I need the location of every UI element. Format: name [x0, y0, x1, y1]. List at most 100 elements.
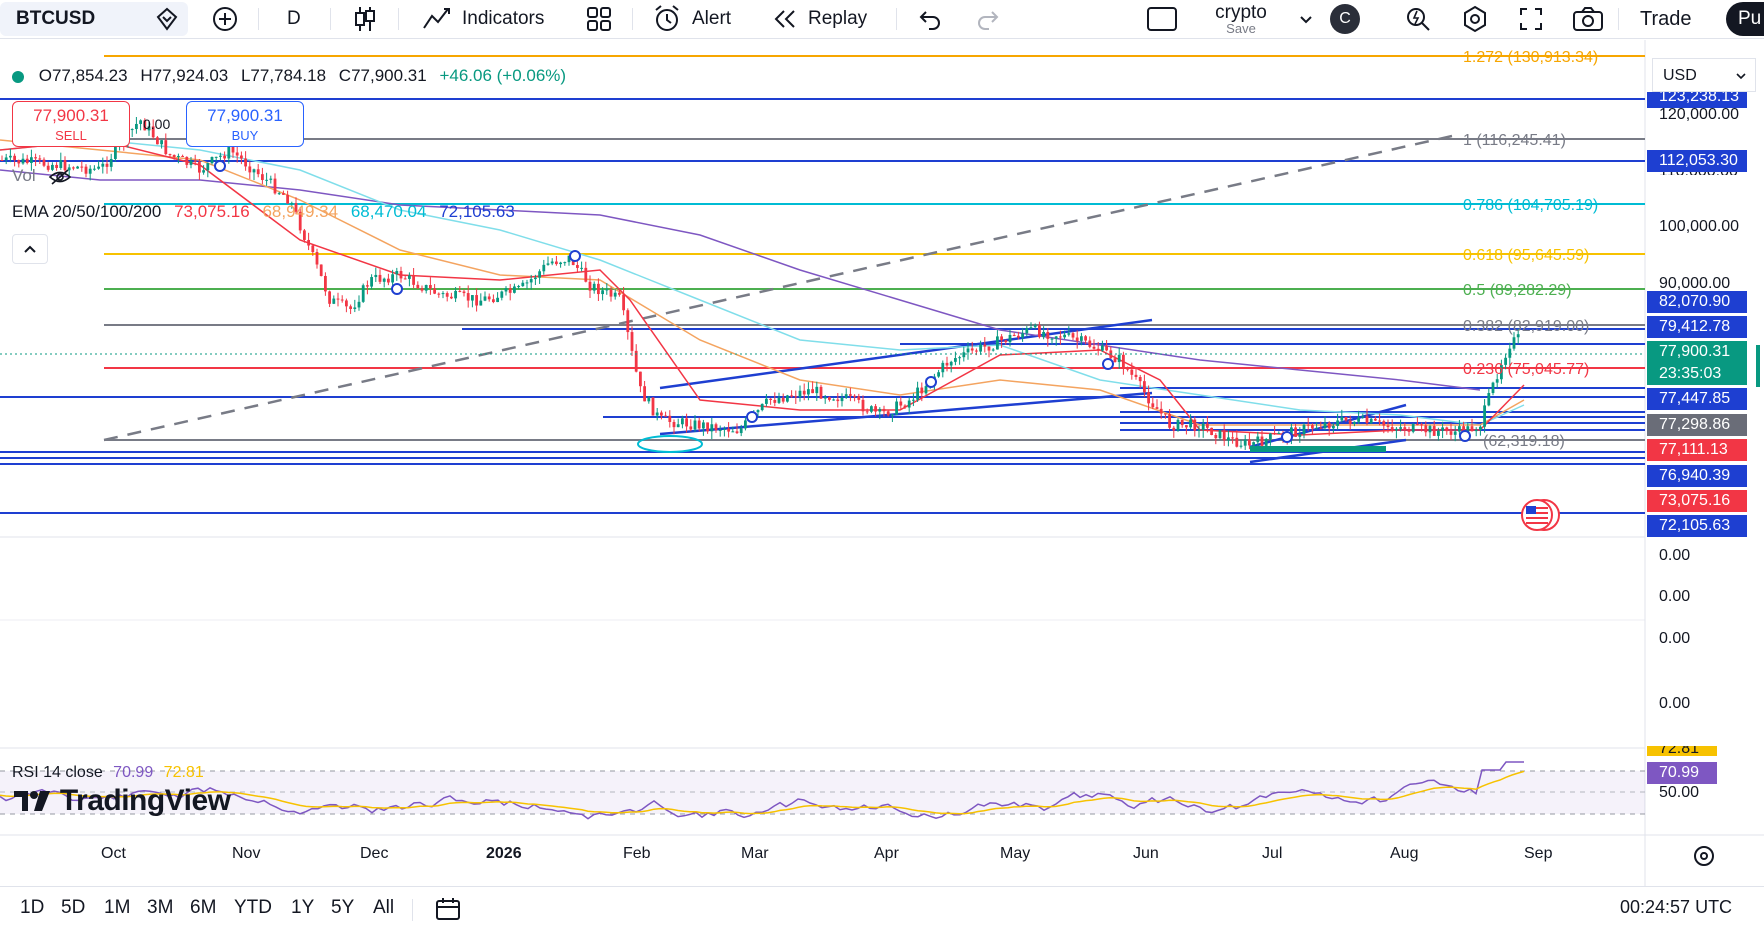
candle-body [441, 293, 445, 295]
range-button-3m[interactable]: 3M [147, 897, 174, 918]
replay-button[interactable]: Replay [772, 0, 867, 38]
rsi-ma-value: 72.81 [163, 764, 204, 781]
price-chart[interactable]: 1.272 (130,913.34) 1 (116,245.41) 0.786 … [0, 40, 1764, 886]
candle-body [1260, 436, 1264, 446]
alert-button[interactable]: Alert [652, 0, 731, 38]
candle-body [1365, 416, 1369, 424]
candle-body [349, 306, 352, 310]
candle-body [1390, 427, 1394, 431]
clock-label[interactable]: 00:24:57 UTC [1620, 897, 1733, 917]
fib-label: (62,319.18) [1483, 433, 1565, 450]
volume-label: Vol [12, 166, 36, 185]
candle-body [794, 396, 798, 398]
candle-body [101, 163, 105, 167]
trade-button[interactable]: Trade [1640, 0, 1692, 38]
candle-body [1113, 358, 1117, 363]
candle-body [1218, 430, 1222, 439]
candle-body [315, 252, 319, 265]
ohlc-low: L77,784.18 [240, 66, 327, 85]
candle-body [513, 286, 516, 293]
candle-body [609, 289, 613, 297]
candle-body [865, 411, 869, 413]
chevron-up-icon [24, 245, 36, 253]
zone-rect[interactable] [1250, 446, 1386, 452]
range-button-all[interactable]: All [373, 897, 395, 918]
candle-body [1411, 424, 1415, 432]
candle-body [1239, 445, 1243, 447]
candle-body [319, 264, 323, 276]
fullscreen-icon[interactable] [1518, 0, 1544, 38]
candle-body [1294, 427, 1297, 437]
candle-body [756, 410, 760, 413]
candle-body [996, 336, 999, 350]
templates-icon[interactable] [585, 0, 613, 38]
candle-body [1147, 392, 1150, 404]
settings-icon[interactable] [1460, 0, 1490, 38]
candle-body [231, 146, 235, 153]
candle-body [374, 274, 378, 278]
collapse-legend-button[interactable] [12, 234, 48, 264]
symbol-search[interactable]: BTCUSD [0, 2, 188, 36]
candle-body [1277, 432, 1281, 434]
candle-body [307, 239, 310, 246]
price-scale-handle[interactable] [1756, 345, 1760, 387]
chart-settings-icon[interactable] [1692, 844, 1716, 873]
redo-icon[interactable] [975, 0, 1001, 38]
interval-button[interactable]: D [287, 0, 301, 38]
avatar-letter: C [1330, 4, 1360, 34]
candle-body [9, 155, 12, 158]
range-button-ytd[interactable]: YTD [234, 897, 272, 918]
range-button-5y[interactable]: 5Y [331, 897, 355, 918]
undo-icon[interactable] [917, 0, 943, 38]
add-symbol-icon[interactable] [212, 0, 238, 38]
candle-body [80, 166, 84, 168]
publish-button[interactable]: Pu [1726, 2, 1764, 36]
indicators-button[interactable]: Indicators [422, 0, 544, 38]
compare-symbol-icon[interactable] [154, 0, 180, 38]
candle-body [458, 290, 462, 292]
buy-button[interactable]: 77,900.31 BUY [186, 101, 304, 147]
range-button-1d[interactable]: 1D [20, 897, 45, 918]
publish-label: Pu [1738, 8, 1762, 29]
price-tag: 72,105.63 [1647, 515, 1747, 537]
time-axis-label: Apr [874, 845, 899, 862]
candle-body [886, 411, 890, 416]
candle-body [1500, 364, 1503, 380]
date-range-calendar-icon[interactable] [434, 896, 462, 927]
candle-body [899, 401, 903, 406]
candle-body [387, 278, 390, 283]
candle-body [206, 163, 210, 171]
candle-body [1025, 328, 1029, 334]
candle-body [907, 400, 911, 408]
candle-body [773, 399, 777, 403]
range-button-1y[interactable]: 1Y [291, 897, 315, 918]
candle-body [651, 397, 655, 416]
layout-name-button[interactable]: crypto Save [1208, 0, 1274, 38]
event-markers[interactable] [214, 160, 1471, 443]
quick-search-icon[interactable] [1404, 0, 1432, 38]
sell-button[interactable]: 77,900.31 SELL [12, 101, 130, 147]
candle-body [975, 350, 978, 352]
chevron-down-icon[interactable] [1298, 0, 1314, 38]
candle-body [857, 396, 861, 400]
range-button-1m[interactable]: 1M [104, 897, 131, 918]
range-button-5d[interactable]: 5D [61, 897, 86, 918]
avatar[interactable]: C [1330, 0, 1360, 38]
candle-body [1038, 325, 1041, 338]
layout-icon[interactable] [1146, 0, 1178, 38]
eye-hidden-icon[interactable] [48, 168, 72, 186]
highlight-ellipse[interactable] [637, 435, 703, 453]
range-button-6m[interactable]: 6M [190, 897, 217, 918]
candle-body [1050, 338, 1054, 340]
us-flag-icon[interactable] [1521, 499, 1560, 531]
candle-body [664, 415, 667, 417]
candlestick-series[interactable] [0, 116, 1520, 451]
currency-select[interactable]: USD [1652, 58, 1756, 92]
camera-icon[interactable] [1572, 0, 1604, 38]
candle-body [1449, 431, 1453, 435]
candle-body [1495, 379, 1499, 383]
candle-body [429, 285, 432, 289]
candle-body [1348, 420, 1352, 424]
candles-icon[interactable] [352, 0, 378, 38]
candle-body [462, 291, 466, 294]
